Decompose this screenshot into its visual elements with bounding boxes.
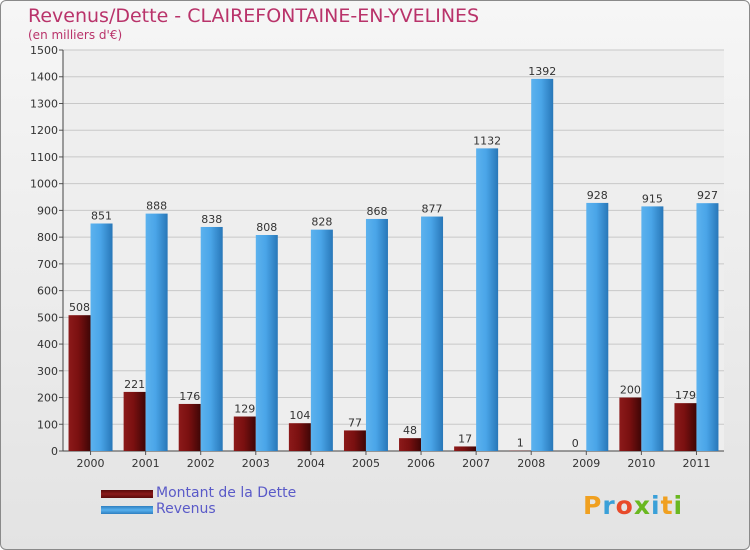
data-label-revenus: 928 bbox=[587, 189, 608, 202]
chart-title: Revenus/Dette - CLAIREFONTAINE-EN-YVELIN… bbox=[28, 5, 480, 27]
y-tick-label: 500 bbox=[37, 311, 58, 324]
data-label-dette: 221 bbox=[124, 378, 145, 391]
y-tick-label: 1300 bbox=[30, 97, 58, 110]
bar-revenus bbox=[255, 234, 278, 451]
x-tick-label: 2011 bbox=[682, 457, 710, 470]
data-label-revenus: 1132 bbox=[473, 134, 501, 147]
bar-revenus bbox=[310, 229, 333, 451]
bar-dette bbox=[399, 438, 422, 451]
bar-revenus bbox=[365, 218, 388, 451]
bar-revenus bbox=[145, 213, 168, 451]
chart-subtitle: (en milliers d'€) bbox=[28, 28, 123, 42]
x-tick-label: 2003 bbox=[242, 457, 270, 470]
y-tick-label: 400 bbox=[37, 338, 58, 351]
legend-label-revenus: Revenus bbox=[156, 501, 216, 517]
data-label-dette: 200 bbox=[620, 384, 641, 397]
bar-revenus bbox=[586, 202, 609, 451]
data-label-revenus: 868 bbox=[366, 205, 387, 218]
bar-dette bbox=[288, 423, 311, 451]
data-label-revenus: 927 bbox=[697, 189, 718, 202]
data-label-revenus: 828 bbox=[311, 216, 332, 229]
data-label-revenus: 808 bbox=[256, 221, 277, 234]
x-tick-label: 2001 bbox=[132, 457, 160, 470]
data-label-revenus: 915 bbox=[642, 192, 663, 205]
y-tick-label: 900 bbox=[37, 204, 58, 217]
data-label-dette: 17 bbox=[458, 432, 472, 445]
bar-dette bbox=[68, 315, 91, 451]
legend-swatch-dette bbox=[101, 490, 153, 498]
bar-revenus bbox=[421, 216, 444, 451]
data-label-revenus: 838 bbox=[201, 213, 222, 226]
x-tick-label: 2005 bbox=[352, 457, 380, 470]
data-label-revenus: 877 bbox=[422, 203, 443, 216]
y-tick-label: 1500 bbox=[30, 44, 58, 57]
brand-letter: P bbox=[583, 491, 603, 520]
data-label-dette: 129 bbox=[234, 403, 255, 416]
x-tick-label: 2009 bbox=[572, 457, 600, 470]
y-tick-label: 700 bbox=[37, 258, 58, 271]
y-tick-label: 600 bbox=[37, 285, 58, 298]
bar-revenus bbox=[696, 203, 719, 451]
y-tick-label: 0 bbox=[51, 445, 58, 458]
legend-swatch-revenus bbox=[101, 506, 153, 514]
data-label-dette: 48 bbox=[403, 424, 417, 437]
y-tick-label: 800 bbox=[37, 231, 58, 244]
x-tick-label: 2004 bbox=[297, 457, 325, 470]
data-label-revenus: 1392 bbox=[528, 65, 556, 78]
bar-dette bbox=[123, 391, 146, 451]
bar-revenus bbox=[90, 223, 113, 451]
y-tick-label: 1400 bbox=[30, 71, 58, 84]
bar-dette bbox=[454, 446, 477, 451]
data-label-dette: 0 bbox=[572, 437, 579, 450]
brand-letter: i bbox=[673, 491, 684, 520]
data-label-revenus: 851 bbox=[91, 209, 112, 222]
bar-revenus bbox=[476, 148, 499, 451]
y-tick-label: 200 bbox=[37, 392, 58, 405]
data-label-revenus: 888 bbox=[146, 200, 167, 213]
brand-letter: r bbox=[602, 491, 616, 520]
bar-revenus bbox=[200, 226, 223, 451]
x-tick-label: 2002 bbox=[187, 457, 215, 470]
brand-letter: o bbox=[615, 491, 634, 520]
bar-dette bbox=[343, 430, 366, 451]
y-tick-label: 1000 bbox=[30, 178, 58, 191]
x-tick-label: 2010 bbox=[627, 457, 655, 470]
brand-letter: t bbox=[660, 491, 674, 520]
legend-label-dette: Montant de la Dette bbox=[156, 485, 297, 501]
data-label-dette: 77 bbox=[348, 416, 362, 429]
y-tick-label: 100 bbox=[37, 418, 58, 431]
x-tick-label: 2008 bbox=[517, 457, 545, 470]
x-tick-label: 2006 bbox=[407, 457, 435, 470]
data-label-dette: 179 bbox=[675, 389, 696, 402]
proxiti-logo: Proxiti bbox=[583, 491, 683, 520]
y-tick-label: 1200 bbox=[30, 124, 58, 137]
data-label-dette: 508 bbox=[69, 301, 90, 314]
bar-dette bbox=[233, 416, 256, 451]
x-tick-label: 2000 bbox=[77, 457, 105, 470]
bar-dette bbox=[674, 403, 697, 451]
plot-area bbox=[63, 50, 724, 451]
brand-letter: x bbox=[633, 491, 651, 520]
x-tick-label: 2007 bbox=[462, 457, 490, 470]
bar-dette bbox=[619, 397, 642, 451]
data-label-dette: 104 bbox=[289, 409, 310, 422]
bar-revenus bbox=[641, 206, 664, 451]
data-label-dette: 176 bbox=[179, 390, 200, 403]
bar-dette bbox=[178, 403, 201, 451]
y-tick-label: 300 bbox=[37, 365, 58, 378]
bar-revenus bbox=[531, 78, 554, 451]
y-tick-label: 1100 bbox=[30, 151, 58, 164]
brand-letter: i bbox=[651, 491, 661, 520]
data-label-dette: 1 bbox=[517, 437, 524, 450]
